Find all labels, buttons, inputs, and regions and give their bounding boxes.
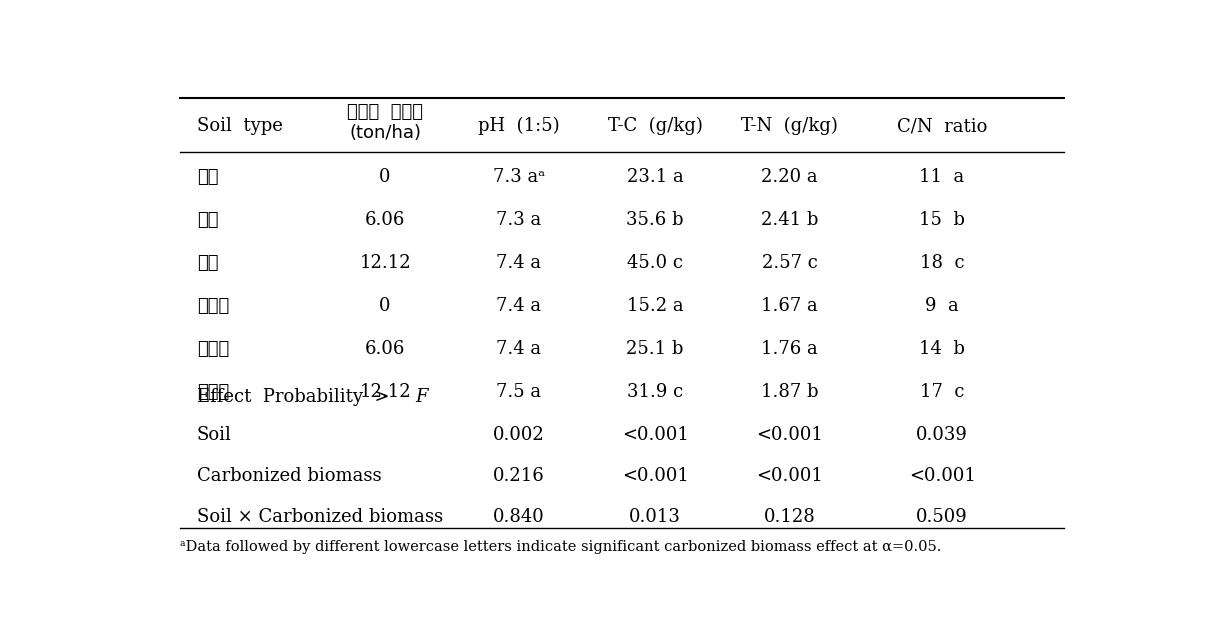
- Text: 25.1 b: 25.1 b: [626, 340, 683, 358]
- Text: 2.20 a: 2.20 a: [761, 168, 818, 186]
- Text: Soil × Carbonized biomass: Soil × Carbonized biomass: [197, 508, 443, 526]
- Text: pH  (1:5): pH (1:5): [478, 117, 560, 135]
- Text: 15  b: 15 b: [919, 211, 965, 229]
- Text: <0.001: <0.001: [756, 467, 823, 485]
- Text: 6.06: 6.06: [365, 211, 405, 229]
- Text: 0.216: 0.216: [493, 467, 545, 485]
- Text: 17  c: 17 c: [920, 383, 964, 401]
- Text: F: F: [415, 388, 427, 406]
- Text: 양토: 양토: [197, 254, 219, 272]
- Text: 7.3 aᵃ: 7.3 aᵃ: [493, 168, 545, 186]
- Text: 7.3 a: 7.3 a: [497, 211, 541, 229]
- Text: 탄화물  투입량
(ton/ha): 탄화물 투입량 (ton/ha): [347, 103, 424, 142]
- Text: 0.509: 0.509: [917, 508, 968, 526]
- Text: 7.5 a: 7.5 a: [497, 383, 541, 401]
- Text: 사양토: 사양토: [197, 297, 229, 315]
- Text: 6.06: 6.06: [365, 340, 405, 358]
- Text: C/N  ratio: C/N ratio: [897, 117, 987, 135]
- Text: 0.013: 0.013: [629, 508, 681, 526]
- Text: 35.6 b: 35.6 b: [626, 211, 683, 229]
- Text: <0.001: <0.001: [908, 467, 976, 485]
- Text: 14  b: 14 b: [919, 340, 965, 358]
- Text: 2.57 c: 2.57 c: [761, 254, 817, 272]
- Text: 11  a: 11 a: [919, 168, 965, 186]
- Text: 0.039: 0.039: [917, 425, 968, 444]
- Text: <0.001: <0.001: [756, 425, 823, 444]
- Text: Effect  Probability  >: Effect Probability >: [197, 388, 396, 406]
- Text: 7.4 a: 7.4 a: [497, 254, 541, 272]
- Text: 사양토: 사양토: [197, 340, 229, 358]
- Text: 0: 0: [379, 297, 391, 315]
- Text: <0.001: <0.001: [622, 425, 688, 444]
- Text: 45.0 c: 45.0 c: [628, 254, 683, 272]
- Text: T-C  (g/kg): T-C (g/kg): [608, 117, 703, 135]
- Text: 사양토: 사양토: [197, 383, 229, 401]
- Text: 31.9 c: 31.9 c: [626, 383, 683, 401]
- Text: Soil  type: Soil type: [197, 117, 283, 135]
- Text: Soil: Soil: [197, 425, 232, 444]
- Text: 23.1 a: 23.1 a: [626, 168, 683, 186]
- Text: 18  c: 18 c: [920, 254, 964, 272]
- Text: 0: 0: [379, 168, 391, 186]
- Text: <0.001: <0.001: [622, 467, 688, 485]
- Text: 1.87 b: 1.87 b: [761, 383, 818, 401]
- Text: 1.76 a: 1.76 a: [761, 340, 818, 358]
- Text: ᵃData followed by different lowercase letters indicate significant carbonized bi: ᵃData followed by different lowercase le…: [180, 541, 941, 555]
- Text: T-N  (g/kg): T-N (g/kg): [742, 117, 838, 135]
- Text: 1.67 a: 1.67 a: [761, 297, 818, 315]
- Text: 0.002: 0.002: [493, 425, 545, 444]
- Text: 7.4 a: 7.4 a: [497, 340, 541, 358]
- Text: 12.12: 12.12: [359, 254, 410, 272]
- Text: 15.2 a: 15.2 a: [626, 297, 683, 315]
- Text: 7.4 a: 7.4 a: [497, 297, 541, 315]
- Text: 0.128: 0.128: [764, 508, 816, 526]
- Text: 양토: 양토: [197, 168, 219, 186]
- Text: 2.41 b: 2.41 b: [761, 211, 818, 229]
- Text: 0.840: 0.840: [493, 508, 545, 526]
- Text: 12.12: 12.12: [359, 383, 410, 401]
- Text: 9  a: 9 a: [925, 297, 959, 315]
- Text: 양토: 양토: [197, 211, 219, 229]
- Text: Carbonized biomass: Carbonized biomass: [197, 467, 381, 485]
